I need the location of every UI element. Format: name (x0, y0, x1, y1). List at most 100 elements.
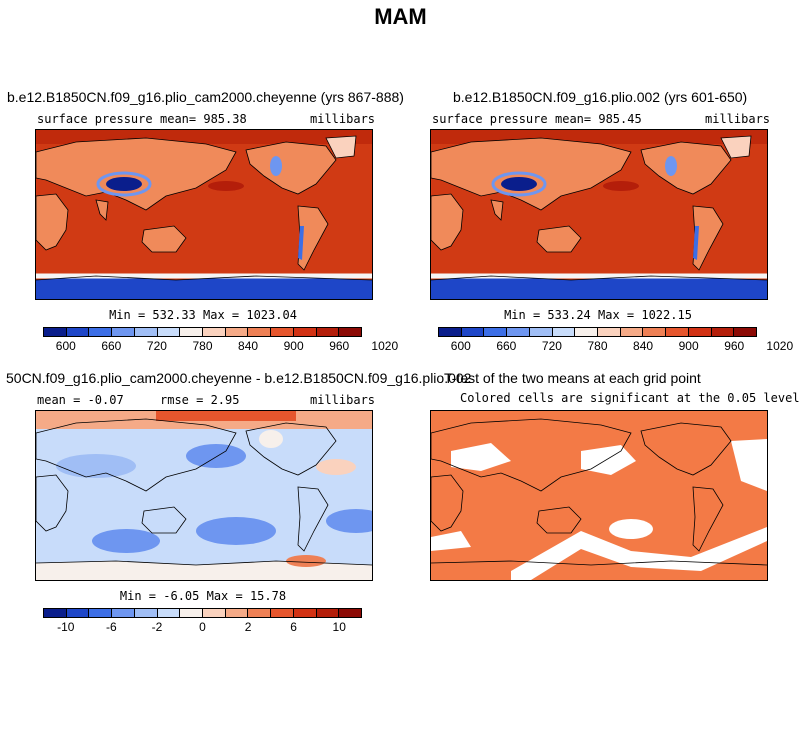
colorbar-swatch (688, 328, 712, 336)
panel-2-units: millibars (705, 112, 771, 126)
colorbar-swatch (293, 609, 317, 617)
colorbar-tick-label: 600 (450, 339, 471, 353)
colorbar-tick-label: 660 (101, 339, 122, 353)
panel-2-map (430, 129, 768, 300)
colorbar-tick-label: 900 (678, 339, 699, 353)
colorbar-swatch (180, 609, 204, 617)
colorbar-swatch (339, 328, 362, 336)
colorbar-swatch (711, 328, 735, 336)
colorbar-swatch (225, 609, 249, 617)
colorbar-swatch (134, 328, 158, 336)
colorbar-tick-label: 720 (146, 339, 167, 353)
panel-4-subtitle: Colored cells are significant at the 0.0… (460, 391, 800, 405)
colorbar-swatch (316, 328, 340, 336)
colorbar-ticks: 600 660 720 780 840 900 960 1020 (43, 339, 398, 355)
pressure-map-1 (36, 130, 372, 299)
colorbar-tick-label: 0 (199, 620, 206, 634)
panel-3-rmse: rmse = 2.95 (160, 393, 240, 407)
colorbar-swatch (461, 328, 485, 336)
panel-3-mean: mean = -0.07 (37, 393, 124, 407)
colorbar-tick-label: 660 (496, 339, 517, 353)
panel-3-units: millibars (310, 393, 376, 407)
panel-3-minmax: Min = -6.05 Max = 15.78 (119, 589, 287, 603)
colorbar-swatch (552, 328, 576, 336)
colorbar-swatch (157, 609, 181, 617)
colorbar-swatch (134, 609, 158, 617)
colorbar-tick-label: 1020 (766, 339, 794, 353)
pressure-map-2 (431, 130, 767, 299)
colorbar-swatch (439, 328, 462, 336)
ttest-map (431, 411, 767, 580)
colorbar-swatch (271, 609, 294, 617)
colorbar-swatches (43, 327, 362, 337)
colorbar-swatch (666, 328, 689, 336)
colorbar-tick-label: 10 (332, 620, 346, 634)
colorbar-swatch (203, 328, 226, 336)
colorbar-swatch (44, 609, 67, 617)
panel-1-left-label: surface pressure (37, 112, 153, 126)
colorbar-ticks: 600 660 720 780 840 900 960 1020 (438, 339, 793, 355)
panel-1-mean: mean= 985.38 (160, 112, 247, 126)
colorbar-swatch (203, 609, 226, 617)
colorbar-tick-label: 960 (724, 339, 745, 353)
panel-1-colorbar: 600 660 720 780 840 900 960 1020 (43, 327, 398, 355)
panel-1-title: b.e12.B1850CN.f09_g16.plio_cam2000.cheye… (7, 89, 404, 105)
colorbar-swatch (271, 328, 294, 336)
colorbar-swatch (248, 609, 272, 617)
colorbar-swatch (507, 328, 530, 336)
panel-2-colorbar: 600 660 720 780 840 900 960 1020 (438, 327, 793, 355)
panel-1-minmax: Min = 532.33 Max = 1023.04 (109, 308, 297, 322)
panel-2-minmax: Min = 533.24 Max = 1022.15 (504, 308, 692, 322)
colorbar-swatch (316, 609, 340, 617)
colorbar-swatch (225, 328, 249, 336)
colorbar-swatch (575, 328, 599, 336)
colorbar-swatch (66, 609, 90, 617)
colorbar-swatch (643, 328, 667, 336)
colorbar-swatches (43, 608, 362, 618)
colorbar-swatch (598, 328, 621, 336)
colorbar-swatch (44, 328, 67, 336)
colorbar-swatch (620, 328, 644, 336)
colorbar-swatches (438, 327, 757, 337)
colorbar-tick-label: 960 (329, 339, 350, 353)
colorbar-tick-label: 2 (244, 620, 252, 634)
colorbar-tick-label: 840 (238, 339, 259, 353)
colorbar-tick-label: -10 (57, 620, 75, 634)
colorbar-swatch (112, 609, 135, 617)
colorbar-swatch (89, 328, 113, 336)
colorbar-swatch (157, 328, 181, 336)
difference-map (36, 411, 372, 580)
colorbar-swatch (89, 609, 113, 617)
panel-2-title: b.e12.B1850CN.f09_g16.plio.002 (yrs 601-… (453, 89, 748, 105)
colorbar-swatch (248, 328, 272, 336)
panel-1-map (35, 129, 373, 300)
figure-title: MAM (374, 4, 427, 29)
colorbar-swatch (484, 328, 508, 336)
colorbar-tick-label: 780 (192, 339, 213, 353)
panel-2-left-label: surface pressure (432, 112, 548, 126)
colorbar-swatch (66, 328, 90, 336)
panel-1-units: millibars (310, 112, 376, 126)
colorbar-swatch (734, 328, 757, 336)
colorbar-tick-label: 6 (290, 620, 297, 634)
colorbar-tick-label: 1020 (371, 339, 399, 353)
panel-3-colorbar: -10 -6 -2 0 2 6 10 (43, 608, 362, 636)
panel-4-map (430, 410, 768, 581)
colorbar-tick-label: -2 (151, 620, 163, 634)
colorbar-ticks: -10 -6 -2 0 2 6 10 (43, 620, 362, 636)
colorbar-swatch (339, 609, 362, 617)
colorbar-swatch (112, 328, 135, 336)
colorbar-tick-label: 720 (541, 339, 562, 353)
colorbar-tick-label: 600 (55, 339, 76, 353)
colorbar-tick-label: 900 (283, 339, 304, 353)
colorbar-tick-label: -6 (106, 620, 117, 634)
colorbar-tick-label: 840 (633, 339, 654, 353)
panel-3-title: 50CN.f09_g16.plio_cam2000.cheyenne - b.e… (6, 370, 472, 386)
colorbar-swatch (529, 328, 553, 336)
colorbar-swatch (293, 328, 317, 336)
panel-2-mean: mean= 985.45 (555, 112, 642, 126)
colorbar-swatch (180, 328, 204, 336)
colorbar-tick-label: 780 (587, 339, 608, 353)
panel-3-map (35, 410, 373, 581)
panel-4-title: T-test of the two means at each grid poi… (444, 370, 701, 386)
